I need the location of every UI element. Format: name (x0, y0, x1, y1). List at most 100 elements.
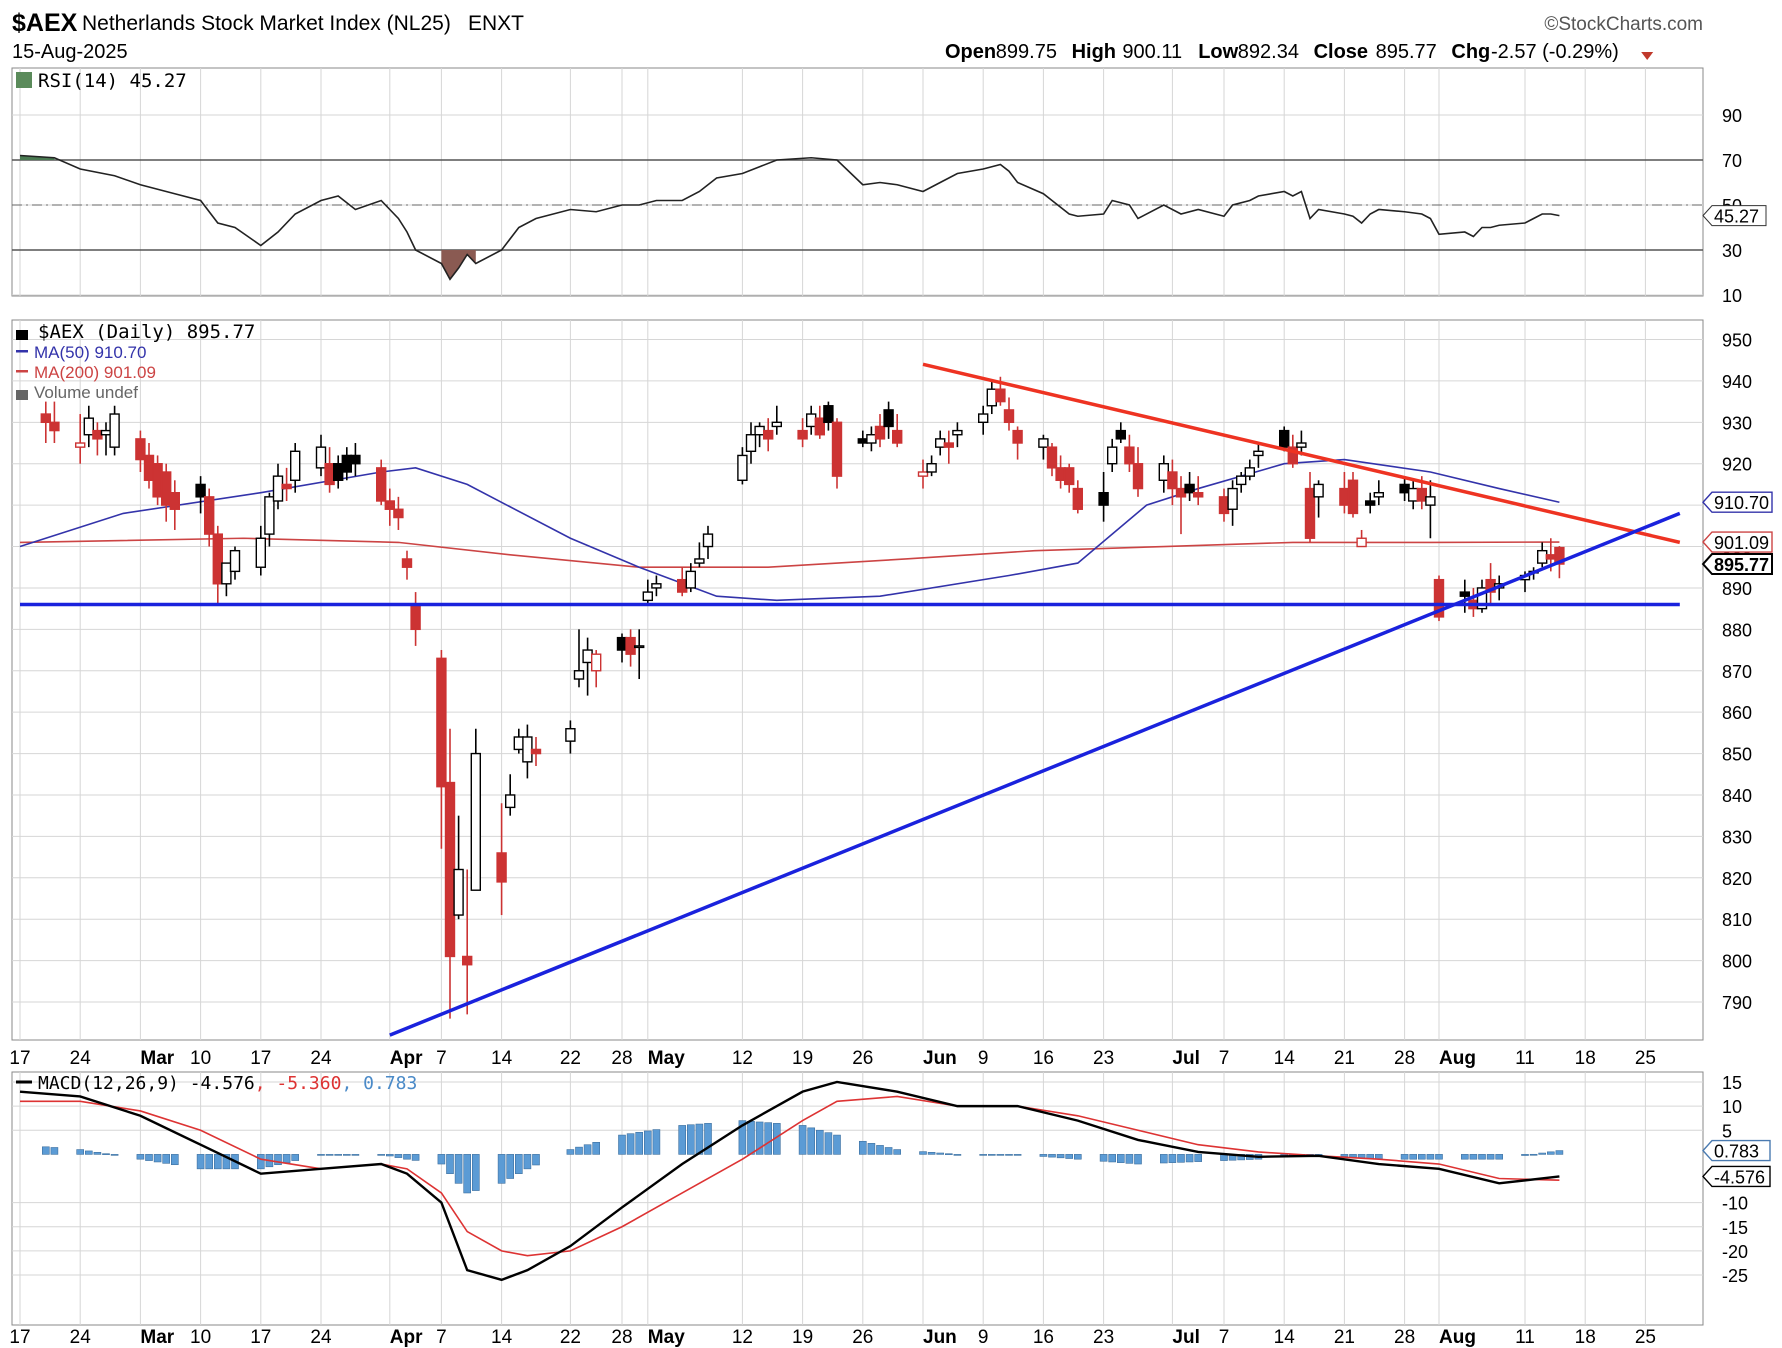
date-tick-label: 9 (978, 1048, 989, 1069)
macd-histogram-bar (678, 1125, 687, 1155)
macd-value-tag (1702, 1165, 1771, 1188)
macd-label-label_main: MACD(12,26,9) -4.576 (38, 1073, 255, 1094)
macd-histogram-bar (695, 1123, 704, 1155)
date-tick-label: 12 (732, 1048, 753, 1069)
index-name: Netherlands Stock Market Index (NL25) (82, 12, 451, 35)
date-tick-label: 17 (9, 1048, 30, 1069)
date-tick-label: 7 (436, 1048, 447, 1069)
ohlc-label-close: Close (1314, 41, 1368, 63)
candle-body (393, 508, 404, 519)
macd-histogram-bar (153, 1154, 162, 1163)
macd-histogram-bar (1426, 1154, 1435, 1160)
candle-body (943, 442, 954, 448)
legend-swatch (16, 370, 28, 373)
candle-body (1158, 463, 1170, 481)
date-tick-label: 16 (1033, 1327, 1054, 1348)
brand-watermark: ©StockCharts.com (1544, 14, 1703, 35)
macd-histogram-bar (592, 1142, 601, 1155)
date-tick-label: 23 (1093, 1048, 1114, 1069)
candle-body (1364, 500, 1376, 506)
date-tick-label: 28 (1394, 1048, 1415, 1069)
candle-body (625, 636, 636, 655)
candle-body (1115, 429, 1127, 440)
macd-histogram-bar (85, 1150, 93, 1155)
candle-body (470, 752, 481, 891)
candle-body (1356, 537, 1367, 548)
date-tick-label: Jul (1172, 1048, 1199, 1069)
ma50-line (19, 458, 1560, 602)
candle-body (221, 562, 232, 585)
date-tick-label: Aug (1439, 1048, 1476, 1069)
ohlc-label-chg: Chg (1451, 41, 1490, 63)
date-tick-label: 26 (852, 1048, 873, 1069)
macd-histogram-bar (583, 1144, 592, 1155)
macd-histogram-bar (824, 1132, 833, 1155)
candle-body (1407, 487, 1419, 502)
macd-histogram-bar (1013, 1154, 1022, 1156)
candle-body (436, 657, 447, 788)
price-tick-label: 790 (1722, 993, 1752, 1013)
candle-body (333, 463, 344, 481)
macd-histogram-bar (1400, 1154, 1409, 1160)
ohlc-value-open: 899.75 (996, 41, 1057, 63)
date-tick-label: 14 (1274, 1327, 1296, 1348)
date-tick-label: 17 (250, 1048, 271, 1069)
candle-body (771, 421, 782, 428)
macd-histogram-bar (1005, 1154, 1013, 1156)
candle-body (1003, 409, 1015, 424)
macd-histogram-bar (747, 1120, 755, 1155)
macd-histogram-bar (1194, 1154, 1202, 1162)
macd-histogram-bar (738, 1120, 747, 1155)
macd-histogram-bar (463, 1154, 472, 1194)
candle-body (290, 450, 301, 481)
macd-histogram-bar (1125, 1154, 1134, 1164)
macd-signal-line (20, 1095, 1560, 1257)
date-tick-label: 14 (491, 1048, 513, 1069)
macd-histogram-bar (1134, 1154, 1142, 1165)
macd-histogram-bar (867, 1143, 876, 1155)
price-tick-label: 890 (1722, 579, 1752, 599)
macd-histogram-bar (987, 1154, 996, 1156)
macd-histogram-bar (686, 1124, 695, 1155)
date-tick-label: 24 (310, 1327, 332, 1348)
macd-value-tag (1702, 1139, 1771, 1162)
macd-histogram-bar (807, 1127, 816, 1155)
candle-body (952, 429, 963, 436)
candle-body (1167, 471, 1178, 490)
candle-body (1416, 487, 1428, 502)
legend-entry: Volume undef (34, 383, 138, 402)
macd-histogram-bar (1521, 1154, 1529, 1156)
macd-tick-label: -15 (1722, 1218, 1748, 1238)
candle-body (522, 736, 533, 763)
macd-tick-label: -10 (1722, 1194, 1748, 1214)
date-tick-label: Mar (140, 1327, 174, 1348)
trendline-resistance (922, 362, 1681, 545)
candle-body (315, 446, 327, 469)
rsi-line (19, 154, 1560, 281)
macd-label-label_signal: , -5.360 (255, 1073, 342, 1094)
macd-histogram-bar (394, 1154, 403, 1158)
candle-body (152, 463, 163, 498)
macd-histogram-bar (1529, 1153, 1538, 1156)
candle-body (616, 636, 628, 651)
date-tick-label: 10 (190, 1327, 211, 1348)
candle-body (986, 388, 997, 407)
date-tick-label: Aug (1439, 1327, 1476, 1348)
macd-histogram-bar (171, 1154, 179, 1166)
candle-body (1459, 591, 1471, 597)
legend-swatch (16, 330, 28, 340)
macd-histogram-bar (884, 1147, 893, 1155)
candle-body (874, 425, 886, 440)
date-tick-label: 23 (1093, 1327, 1114, 1348)
price-tick-label: 860 (1722, 703, 1752, 723)
macd-histogram-bar (1547, 1151, 1555, 1155)
candle-body (737, 454, 748, 481)
price-date-axis: 17 24 Mar 10 17 24 Apr 7 14 22 28 May 12 19 26 Jun 9 16 23… (9, 1048, 1656, 1069)
macd-histogram-bar (1074, 1154, 1082, 1160)
candle-body (866, 434, 877, 444)
macd-histogram-bar (222, 1154, 231, 1170)
candle-body (1296, 442, 1307, 448)
date-tick-label: 21 (1334, 1048, 1355, 1069)
